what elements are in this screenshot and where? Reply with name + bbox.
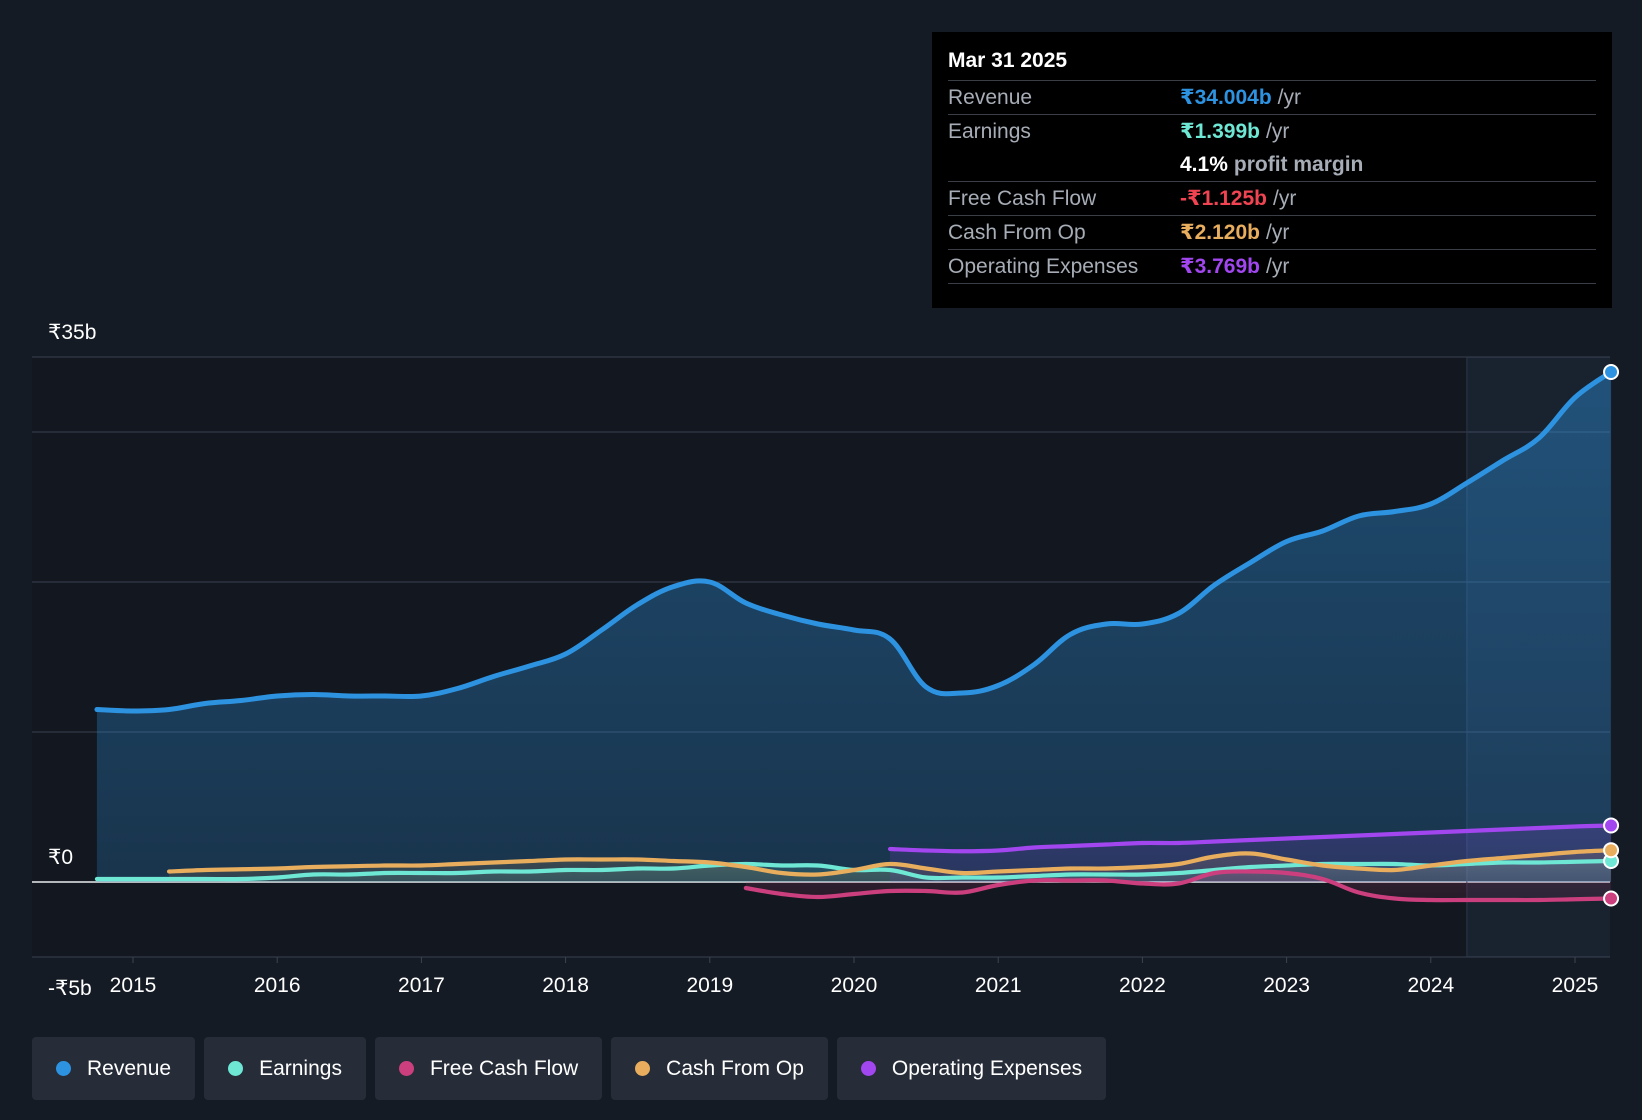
legend-label: Cash From Op <box>666 1056 804 1080</box>
series-area-free-cash-flow <box>745 871 1612 901</box>
legend: Revenue Earnings Free Cash Flow Cash Fro… <box>32 1037 1107 1100</box>
tooltip-unit: /yr <box>1272 187 1297 210</box>
tooltip-value: ₹1.399b <box>1180 120 1260 143</box>
tooltip-value: -₹1.125b <box>1180 187 1267 210</box>
x-tick-label: 2025 <box>1552 974 1599 997</box>
tooltip-date: Mar 31 2025 <box>948 46 1596 81</box>
tooltip-unit: /yr <box>1277 86 1301 109</box>
legend-item-earnings[interactable]: Earnings <box>204 1037 366 1100</box>
revenue-dot-icon <box>56 1061 71 1076</box>
tooltip-row-opex: Operating Expenses ₹3.769b /yr <box>948 250 1596 284</box>
legend-item-operating-expenses[interactable]: Operating Expenses <box>836 1037 1107 1100</box>
tooltip-row-earnings: Earnings ₹1.399b /yr <box>948 115 1596 148</box>
x-tick-label: 2015 <box>110 974 157 997</box>
tooltip-label: Cash From Op <box>948 221 1086 244</box>
tooltip-unit: /yr <box>1266 221 1290 244</box>
x-tick-label: 2024 <box>1407 974 1454 997</box>
series-endpoints <box>1603 364 1620 907</box>
tooltip-value: 4.1% <box>1180 153 1228 176</box>
x-tick-label: 2021 <box>975 974 1022 997</box>
series-line-free-cash-flow <box>743 869 1614 903</box>
tooltip-row-fcf: Free Cash Flow -₹1.125b /yr <box>948 182 1596 216</box>
y-axis-labels: ₹35b ₹0 -₹5b <box>48 321 96 1000</box>
free-cash-flow-dot-icon <box>398 1061 414 1076</box>
legend-item-free-cash-flow[interactable]: Free Cash Flow <box>374 1037 603 1100</box>
tooltip-label: Operating Expenses <box>948 255 1139 278</box>
series-line-revenue <box>94 369 1614 714</box>
tooltip-value: ₹3.769b <box>1180 255 1260 278</box>
tooltip-unit: profit margin <box>1233 153 1364 176</box>
tooltip-label <box>948 148 1180 181</box>
x-tick-label: 2023 <box>1263 974 1310 997</box>
x-tick-label: 2020 <box>831 974 878 997</box>
operating-expenses-dot-icon <box>860 1061 876 1076</box>
x-tick-label: 2018 <box>542 974 589 997</box>
series-line-operating-expenses <box>887 823 1614 854</box>
y-tick-label: -₹5b <box>48 977 92 1000</box>
tooltip-label: Earnings <box>948 120 1031 143</box>
y-tick-label: ₹35b <box>48 321 96 344</box>
legend-label: Operating Expenses <box>891 1056 1083 1080</box>
tooltip-value: ₹2.120b <box>1180 221 1260 244</box>
earnings-dot-icon <box>228 1061 244 1076</box>
x-tick-label: 2017 <box>398 974 445 997</box>
y-tick-label: ₹0 <box>48 846 73 869</box>
cash-from-op-dot-icon <box>635 1061 651 1076</box>
legend-label: Revenue <box>87 1056 172 1080</box>
series-area-revenue <box>96 372 1612 882</box>
tooltip-row-cfo: Cash From Op ₹2.120b /yr <box>948 216 1596 250</box>
tooltip-label: Free Cash Flow <box>948 187 1097 210</box>
tooltip-unit: /yr <box>1266 120 1290 143</box>
x-tick-label: 2019 <box>686 974 733 997</box>
legend-label: Free Cash Flow <box>429 1056 579 1080</box>
legend-label: Earnings <box>259 1056 342 1080</box>
legend-item-revenue[interactable]: Revenue <box>32 1037 196 1100</box>
tooltip-row-revenue: Revenue ₹34.004b /yr <box>948 81 1596 115</box>
series-endpoint-cash-from-op <box>1603 842 1620 859</box>
tooltip-row-margin: 4.1% profit margin <box>948 148 1596 182</box>
tooltip-label: Revenue <box>948 86 1033 109</box>
x-tick-label: 2016 <box>254 974 301 997</box>
x-axis-labels: 2015 2016 2017 2018 2019 2020 2021 2022 2023 2024… <box>110 957 1599 997</box>
series-endpoint-operating-expenses <box>1603 817 1620 834</box>
x-tick-label: 2022 <box>1119 974 1166 997</box>
tooltip-value: ₹34.004b <box>1180 86 1272 109</box>
tooltip-panel: Mar 31 2025 Revenue ₹34.004b /yr Earning… <box>932 32 1612 308</box>
series-endpoint-free-cash-flow <box>1603 890 1620 907</box>
series-line-cash-from-op <box>166 848 1614 877</box>
series-endpoint-revenue <box>1603 364 1620 380</box>
tooltip-unit: /yr <box>1266 255 1290 278</box>
legend-item-cash-from-op[interactable]: Cash From Op <box>611 1037 828 1100</box>
series-lines <box>94 369 1614 903</box>
